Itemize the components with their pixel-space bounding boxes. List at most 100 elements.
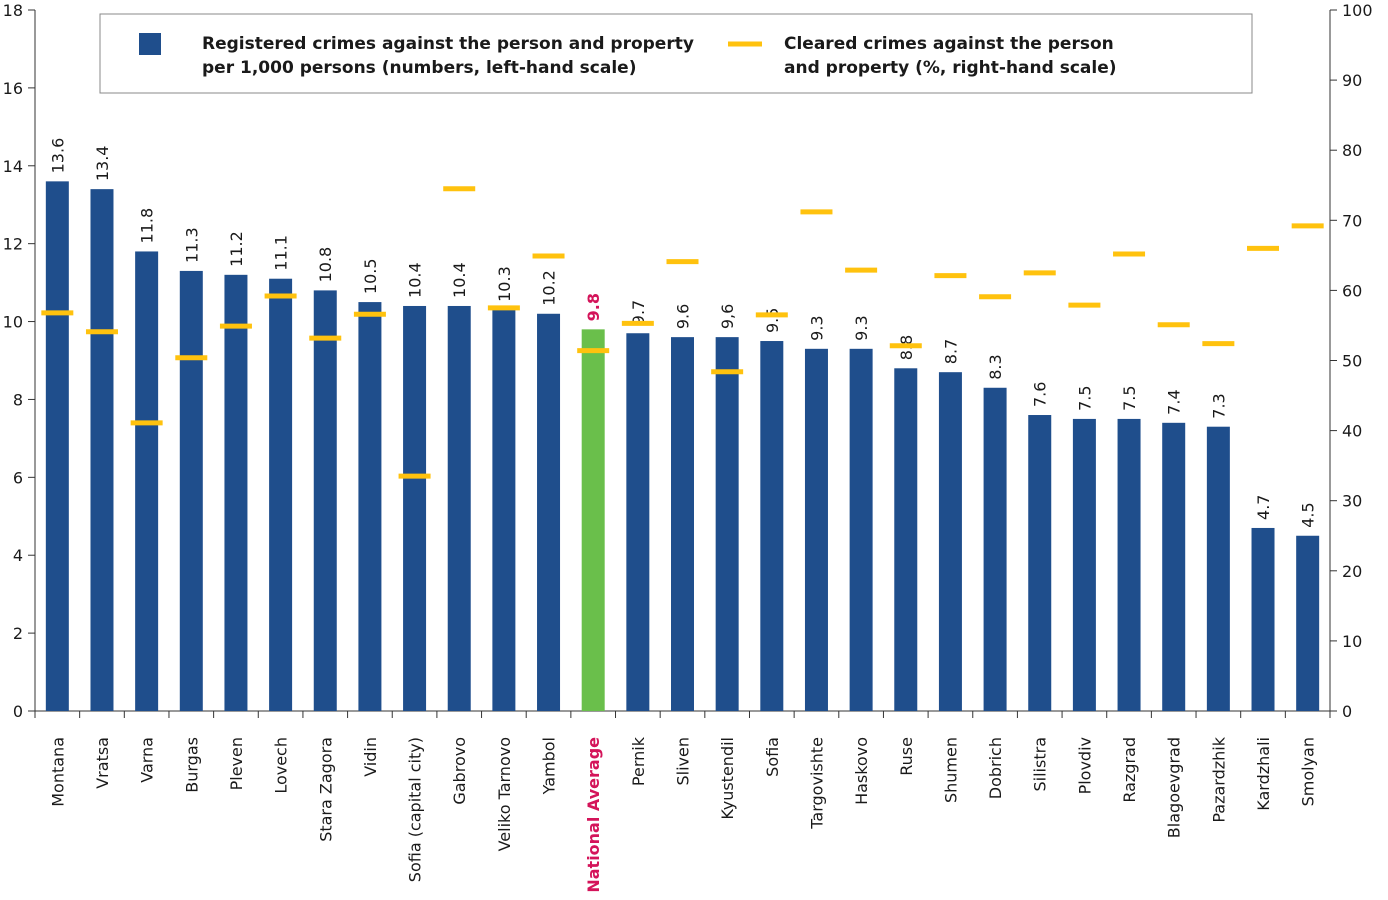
value-label: 9.5 [763,308,782,333]
x-tick-label: Burgas [182,737,201,793]
x-tick-label: Vidin [361,737,380,777]
value-label: 10.5 [361,258,380,294]
bar [1251,527,1275,711]
x-tick-label: Ruse [897,737,916,776]
bar [1162,422,1186,711]
bar [269,278,293,711]
y2-tick-label: 20 [1342,562,1362,581]
bar [1028,415,1052,711]
bar [224,274,248,711]
value-label: 9.7 [629,300,648,325]
bar [313,290,337,711]
value-label: 9.6 [674,304,693,329]
value-label: 7.6 [1031,382,1050,407]
x-tick-label: Varna [138,737,157,783]
bar [45,181,69,711]
x-tick-label: Pernik [629,736,648,786]
x-tick-label: Targovishte [807,737,826,830]
bar [715,337,739,711]
x-tick-label: Pazardzhik [1209,736,1228,822]
x-tick-label: Kardzhali [1254,737,1273,811]
bar [1296,535,1320,711]
x-tick-label: Stara Zagora [316,737,335,842]
y-tick-label: 0 [13,702,23,721]
x-tick-label: Montana [48,737,67,807]
value-label: 9.3 [807,315,826,340]
value-label: 9.3 [852,315,871,340]
value-label: 7.3 [1209,393,1228,418]
x-tick-label: Razgrad [1120,737,1139,803]
y2-tick-label: 70 [1342,211,1362,230]
y-tick-label: 16 [3,79,23,98]
y2-tick-label: 40 [1342,422,1362,441]
bar [537,313,561,711]
y-tick-label: 8 [13,390,23,409]
y-tick-label: 6 [13,468,23,487]
value-label: 7.5 [1075,385,1094,410]
y2-tick-label: 50 [1342,352,1362,371]
y2-tick-label: 100 [1342,1,1373,20]
y2-tick-label: 80 [1342,141,1362,160]
value-label: 10.4 [450,262,469,298]
value-label: 10.4 [406,262,425,298]
value-label: 7.4 [1165,389,1184,414]
y-tick-label: 4 [13,546,23,565]
bar [671,337,694,711]
x-tick-label: Sofia (capital city) [406,737,425,882]
x-tick-label: Smolyan [1299,737,1318,806]
bar [894,368,918,711]
y-tick-label: 2 [13,624,23,643]
x-tick-label: Kyustendil [718,737,737,820]
bar [1206,426,1230,711]
value-label: 8.3 [986,354,1005,379]
y-tick-label: 12 [3,235,23,254]
bar [1117,418,1141,711]
x-tick-label: Sliven [674,737,693,786]
bar [581,329,605,711]
bar [626,333,650,711]
y2-tick-label: 90 [1342,71,1362,90]
x-tick-label: National Average [584,737,603,893]
y-tick-label: 18 [3,1,23,20]
x-tick-label: Plovdiv [1075,737,1094,794]
value-label: 7.5 [1120,385,1139,410]
value-label: 13.4 [93,146,112,182]
legend-box [99,13,1253,94]
x-tick-label: Silistra [1031,737,1050,791]
y-tick-label: 10 [3,313,23,332]
bar [492,309,516,711]
y2-tick-label: 0 [1342,702,1352,721]
legend-label: Cleared crimes against the person and pro… [784,34,1117,78]
bar [358,302,382,711]
bar [403,305,427,711]
x-tick-label: Yambol [540,737,559,795]
value-label: 11.8 [138,208,157,244]
x-tick-label: Pleven [227,737,246,790]
value-label: 11.3 [182,227,201,263]
x-tick-label: Dobrich [986,737,1005,799]
legend-label: Registered crimes against the person and… [202,34,694,78]
x-tick-label: Vratsa [93,737,112,789]
x-tick-label: Shumen [941,737,960,803]
value-label: 11.1 [272,235,291,271]
y2-tick-label: 30 [1342,492,1362,511]
value-label: 10.8 [316,247,335,283]
bar [90,189,114,712]
bar [983,387,1007,711]
y2-tick-label: 10 [1342,632,1362,651]
value-label: 10.2 [540,270,559,306]
x-tick-label: Haskovo [852,737,871,805]
bar [849,348,873,711]
x-tick-label: Sofia [763,737,782,777]
value-label: 9.8 [584,293,603,321]
bar [760,341,784,711]
x-tick-label: Lovech [272,737,291,794]
value-label: 4.5 [1299,502,1318,527]
value-label: 11.2 [227,231,246,267]
value-label: 8.7 [941,339,960,364]
bar [1072,418,1096,711]
x-tick-label: Gabrovo [450,737,469,805]
bar [135,251,159,711]
value-label: 4.7 [1254,495,1273,520]
